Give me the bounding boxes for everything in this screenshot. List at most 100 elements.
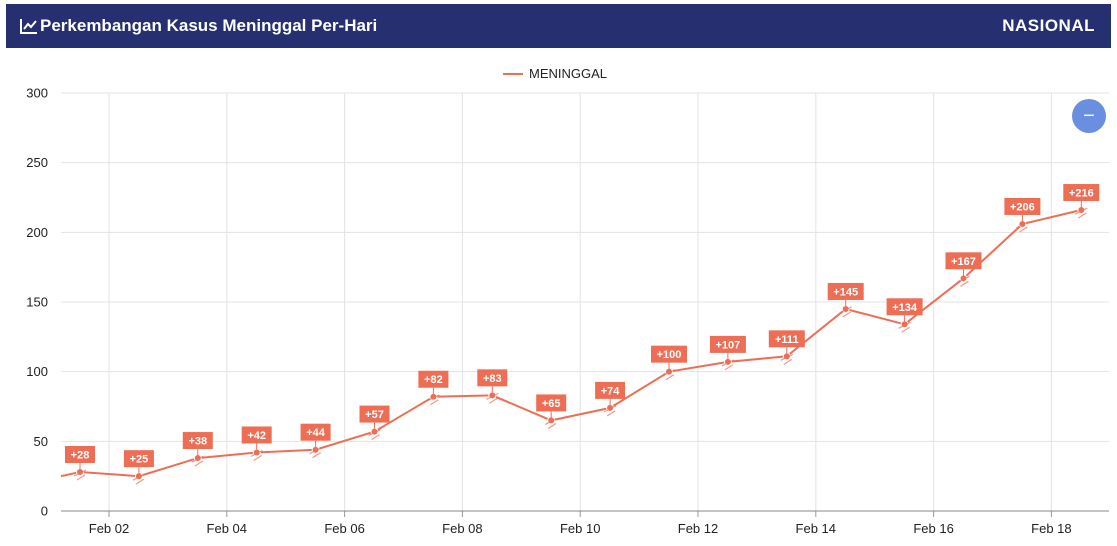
marker-hatch xyxy=(368,429,381,441)
data-label-box xyxy=(886,298,923,316)
marker-hatch xyxy=(1075,207,1088,219)
marker-hatch xyxy=(898,321,911,333)
data-label-box xyxy=(595,381,626,399)
line-chart-icon xyxy=(20,19,37,34)
data-point[interactable]: +167 xyxy=(945,252,982,287)
data-label: +82 xyxy=(424,374,443,386)
data-label-box xyxy=(945,252,982,270)
y-tick-label: 300 xyxy=(26,86,48,101)
data-point[interactable]: +107 xyxy=(709,335,746,371)
data-label: +42 xyxy=(247,430,266,442)
marker-hatch xyxy=(839,306,852,318)
y-tick-label: 50 xyxy=(34,434,48,449)
marker-hatch xyxy=(191,455,205,467)
data-point[interactable]: +145 xyxy=(827,282,864,318)
y-tick-label: 200 xyxy=(26,225,48,240)
data-label-box xyxy=(300,423,331,441)
data-point[interactable]: +42 xyxy=(241,426,272,461)
marker-hatch xyxy=(957,275,970,287)
data-point[interactable]: +65 xyxy=(536,394,567,429)
data-label: +167 xyxy=(951,256,976,268)
data-label: +111 xyxy=(775,334,799,346)
header-title-group: Perkembangan Kasus Meninggal Per-Hari xyxy=(20,4,377,48)
data-label-box xyxy=(768,330,805,348)
data-label-box xyxy=(182,432,213,450)
data-point[interactable]: +38 xyxy=(182,432,213,467)
y-tick-label: 250 xyxy=(26,155,48,170)
data-label-box xyxy=(241,426,272,444)
x-tick-label: Feb 06 xyxy=(324,521,364,536)
y-tick-label: 150 xyxy=(26,295,48,310)
x-tick-label: Feb 18 xyxy=(1031,521,1071,536)
data-point[interactable]: +28 xyxy=(65,445,95,481)
marker-hatch xyxy=(721,359,735,371)
data-point[interactable]: +111 xyxy=(768,330,805,365)
data-label: +145 xyxy=(833,286,858,298)
data-label: +65 xyxy=(542,398,561,410)
data-label-box xyxy=(359,405,390,423)
marker-hatch xyxy=(309,447,322,459)
marker-hatch xyxy=(603,405,617,417)
data-point[interactable]: +57 xyxy=(359,405,390,441)
x-tick-label: Feb 14 xyxy=(796,521,836,536)
x-tick-label: Feb 10 xyxy=(560,521,600,536)
data-label: +107 xyxy=(716,339,741,351)
legend-entry-meninggal: MENINGGAL xyxy=(529,66,608,81)
marker-hatch xyxy=(486,392,499,404)
chart-header: Perkembangan Kasus Meninggal Per-Hari NA… xyxy=(6,4,1111,48)
chart-legend[interactable]: MENINGGAL xyxy=(503,66,607,81)
data-label-box xyxy=(1063,184,1100,202)
marker-hatch xyxy=(73,469,87,481)
data-label: +44 xyxy=(306,427,326,439)
marker-hatch xyxy=(662,369,676,381)
marker-hatch xyxy=(427,394,440,406)
series-line-meninggal xyxy=(60,209,1082,478)
y-tick-label: 100 xyxy=(26,364,48,379)
data-point[interactable]: +206 xyxy=(1004,197,1041,233)
data-label-box xyxy=(477,369,508,387)
data-label-box xyxy=(65,445,95,463)
marker-hatch xyxy=(250,449,263,461)
data-label-box xyxy=(123,450,154,468)
x-tick-label: Feb 12 xyxy=(678,521,718,536)
data-point[interactable]: +74 xyxy=(595,381,626,417)
x-tick-label: Feb 04 xyxy=(207,521,247,536)
marker-hatch xyxy=(780,353,794,365)
minus-icon: − xyxy=(1083,105,1095,127)
data-point[interactable]: +83 xyxy=(477,369,508,404)
data-point[interactable]: +44 xyxy=(300,423,331,459)
data-label-box xyxy=(1004,197,1041,215)
scope-label: NASIONAL xyxy=(1002,16,1095,35)
data-label: +57 xyxy=(365,409,384,421)
data-label: +74 xyxy=(601,385,621,397)
data-label-box xyxy=(827,282,864,300)
data-label-box xyxy=(418,370,449,388)
data-point[interactable]: +134 xyxy=(886,298,923,333)
data-label: +134 xyxy=(892,302,918,314)
legend-swatch xyxy=(503,72,523,75)
data-point[interactable]: +25 xyxy=(123,450,154,485)
grid xyxy=(61,92,1109,517)
x-tick-label: Feb 08 xyxy=(442,521,482,536)
data-label: +216 xyxy=(1069,188,1094,200)
x-tick-label: Feb 02 xyxy=(89,521,129,536)
data-label: +38 xyxy=(188,436,207,448)
x-tick-label: Feb 16 xyxy=(913,521,953,536)
data-point[interactable]: +216 xyxy=(1063,184,1100,219)
data-point[interactable]: +82 xyxy=(418,370,449,406)
data-label-box xyxy=(651,345,687,363)
data-label: +100 xyxy=(657,349,682,361)
data-label: +206 xyxy=(1010,201,1035,213)
data-label-box xyxy=(536,394,567,412)
zoom-out-button[interactable]: − xyxy=(1072,99,1106,133)
marker-hatch xyxy=(132,473,146,485)
data-point[interactable]: +100 xyxy=(651,345,687,381)
data-label: +28 xyxy=(71,449,90,461)
y-tick-label: 0 xyxy=(41,504,48,519)
data-label: +25 xyxy=(130,454,149,466)
data-label-box xyxy=(709,335,746,353)
marker-hatch xyxy=(1016,221,1029,233)
marker-hatch xyxy=(544,417,558,429)
data-label: +83 xyxy=(483,373,502,385)
